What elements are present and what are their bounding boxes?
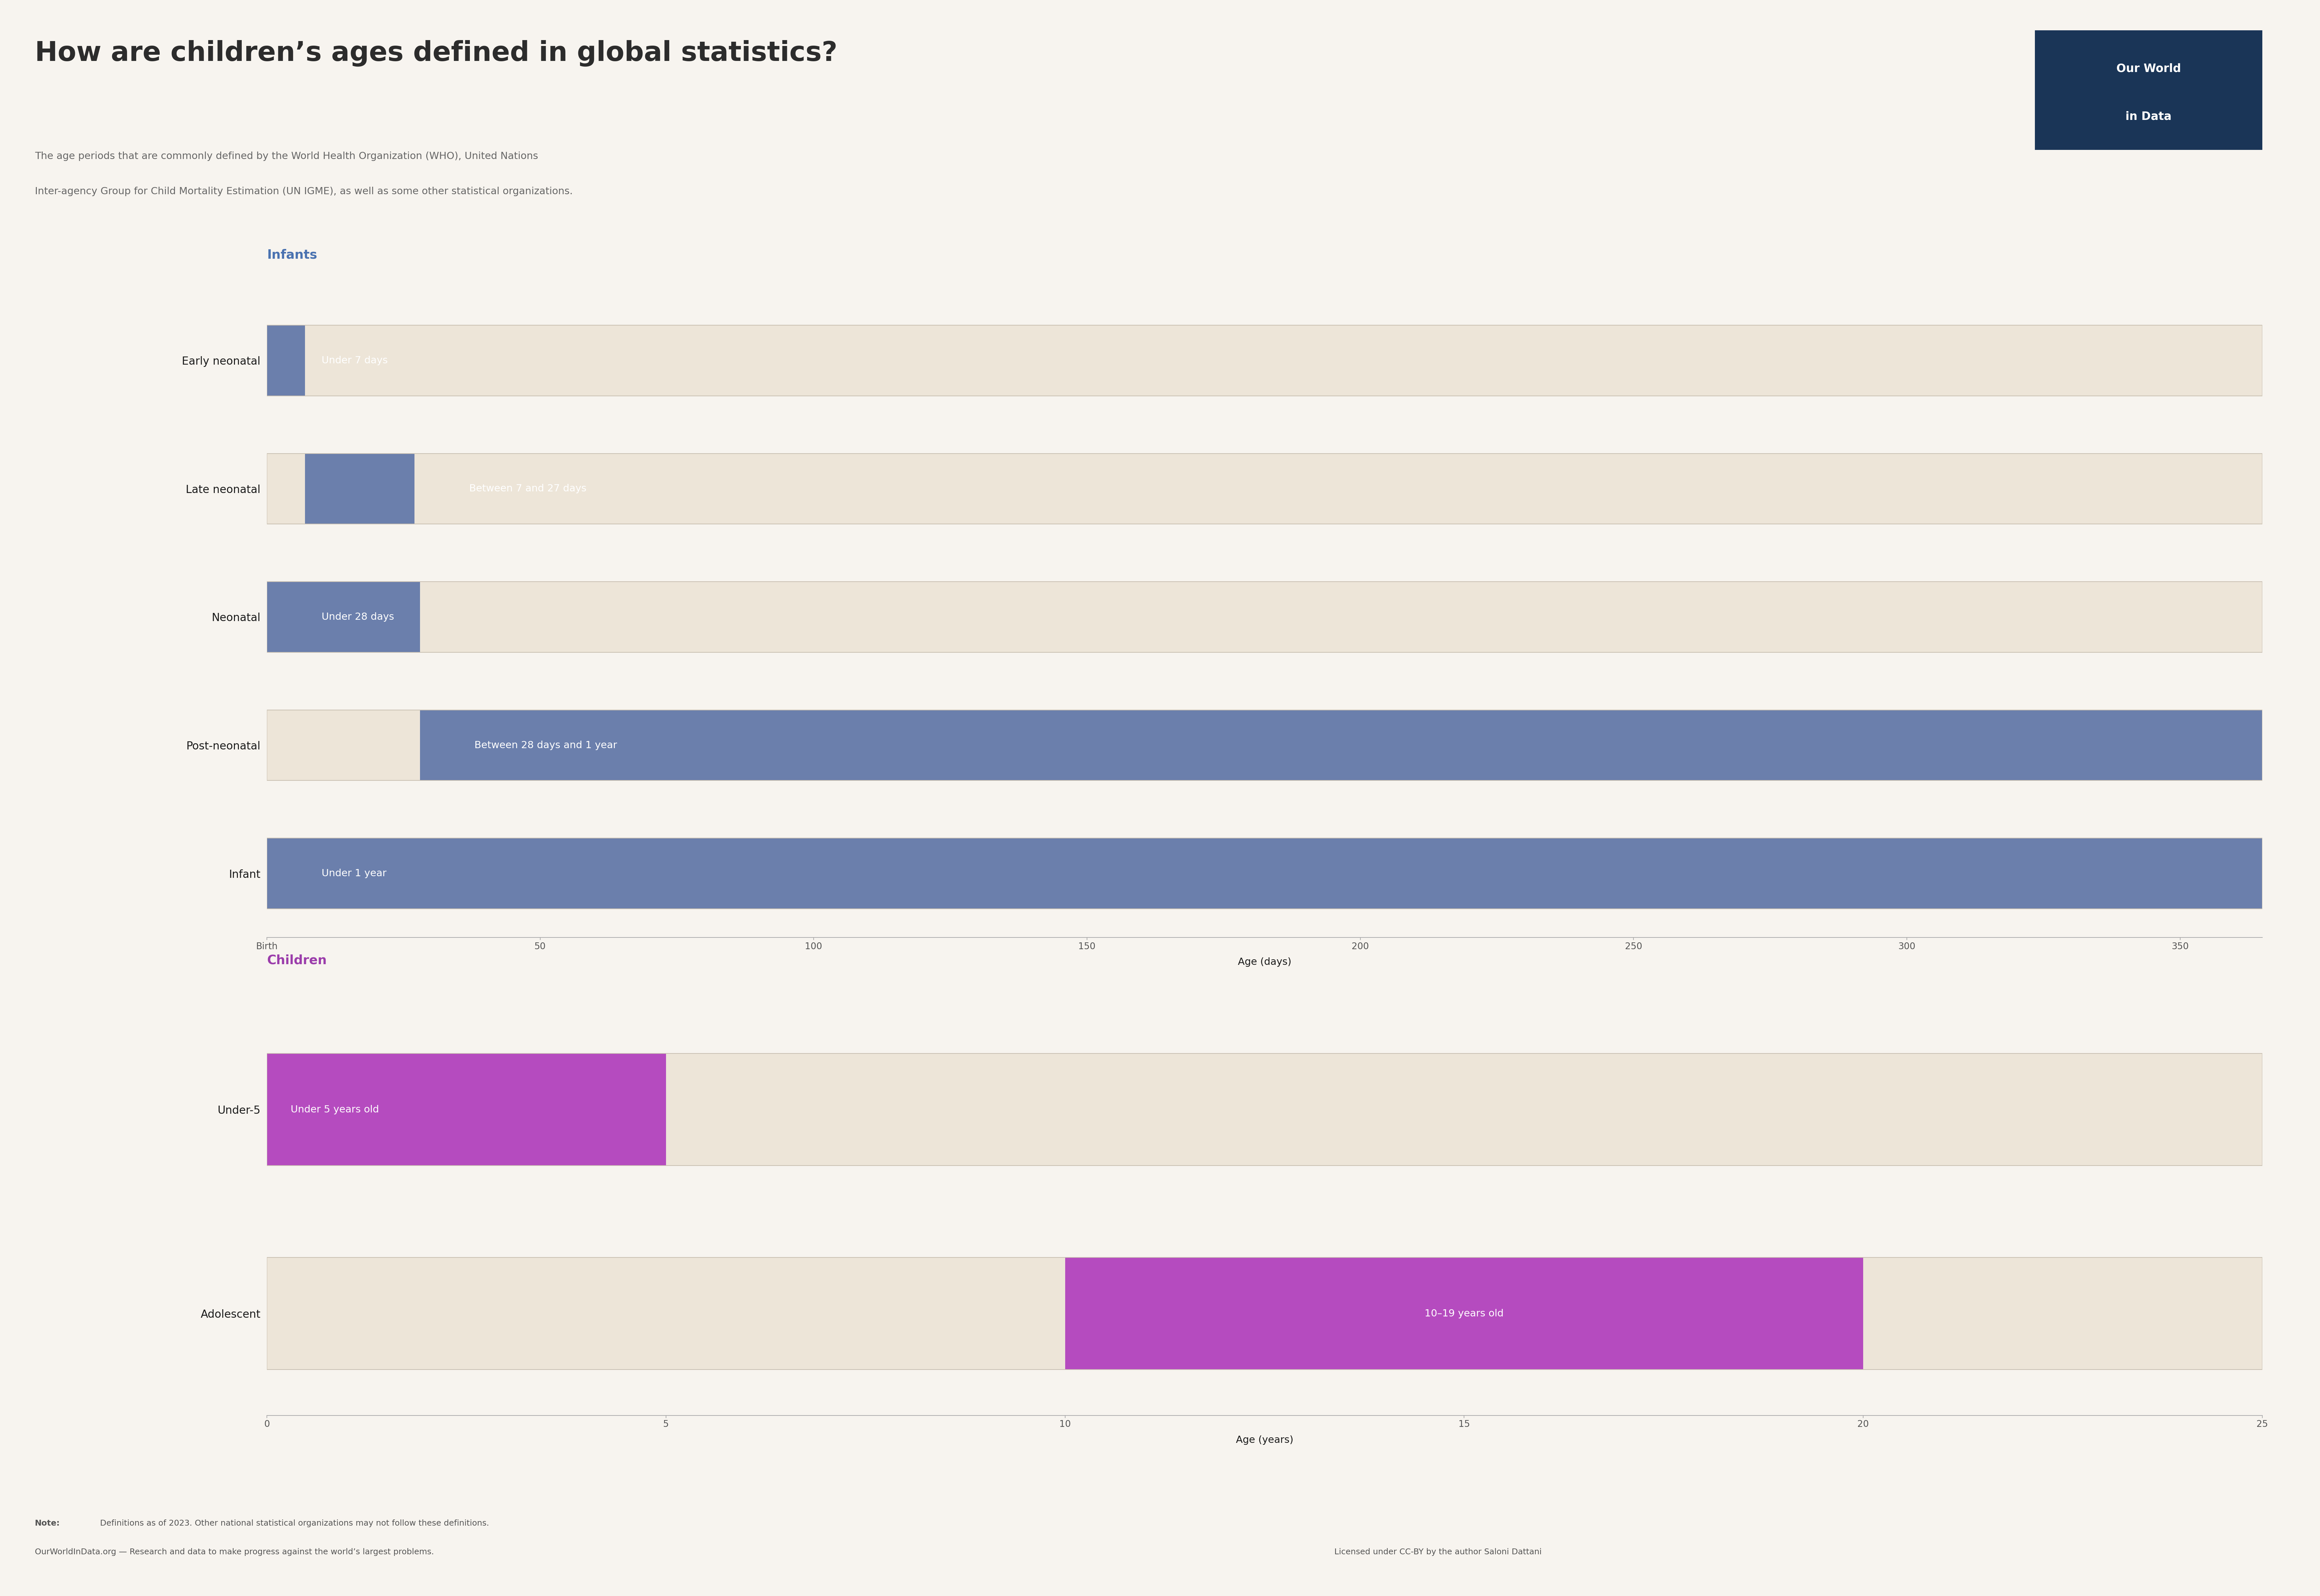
Text: in Data: in Data (2125, 112, 2172, 121)
Text: The age periods that are commonly defined by the World Health Organization (WHO): The age periods that are commonly define… (35, 152, 538, 161)
Text: Under 28 days: Under 28 days (322, 613, 394, 622)
Bar (267, 453, 2262, 523)
Bar (267, 581, 2262, 653)
Text: Our World: Our World (2116, 64, 2181, 73)
Text: Under 5 years old: Under 5 years old (290, 1104, 378, 1114)
Bar (267, 1258, 2262, 1369)
Bar (267, 581, 2262, 653)
Text: Infants: Infants (267, 249, 318, 262)
Text: Licensed under CC-BY by the author Saloni Dattani: Licensed under CC-BY by the author Salon… (1334, 1548, 1540, 1556)
Text: Under 1 year: Under 1 year (322, 868, 387, 878)
Bar (420, 710, 2262, 780)
Bar (267, 710, 2262, 780)
Text: Between 28 days and 1 year: Between 28 days and 1 year (476, 741, 617, 750)
Bar (267, 1053, 2262, 1165)
Text: Children: Children (267, 954, 327, 967)
Text: Under 7 days: Under 7 days (322, 356, 387, 365)
Bar (267, 326, 2262, 396)
Bar (267, 326, 304, 396)
Bar (267, 1053, 666, 1165)
Bar (304, 453, 415, 523)
Bar (1065, 1258, 1863, 1369)
Text: Between 7 and 27 days: Between 7 and 27 days (469, 484, 587, 493)
Bar (267, 453, 2262, 523)
Bar (267, 1258, 2262, 1369)
X-axis label: Age (days): Age (days) (1237, 958, 1292, 967)
Text: OurWorldInData.org — Research and data to make progress against the world’s larg: OurWorldInData.org — Research and data t… (35, 1548, 434, 1556)
Bar (267, 710, 2262, 780)
Bar (267, 838, 2262, 908)
Bar (267, 326, 2262, 396)
Text: 10–19 years old: 10–19 years old (1424, 1309, 1503, 1318)
Bar (267, 581, 420, 653)
X-axis label: Age (years): Age (years) (1237, 1435, 1292, 1444)
Text: How are children’s ages defined in global statistics?: How are children’s ages defined in globa… (35, 40, 838, 67)
Bar (267, 838, 2262, 908)
Bar (267, 1053, 2262, 1165)
Bar (267, 838, 2262, 908)
Text: Definitions as of 2023. Other national statistical organizations may not follow : Definitions as of 2023. Other national s… (97, 1519, 490, 1527)
Text: Inter-agency Group for Child Mortality Estimation (UN IGME), as well as some oth: Inter-agency Group for Child Mortality E… (35, 187, 573, 196)
Text: Note:: Note: (35, 1519, 60, 1527)
